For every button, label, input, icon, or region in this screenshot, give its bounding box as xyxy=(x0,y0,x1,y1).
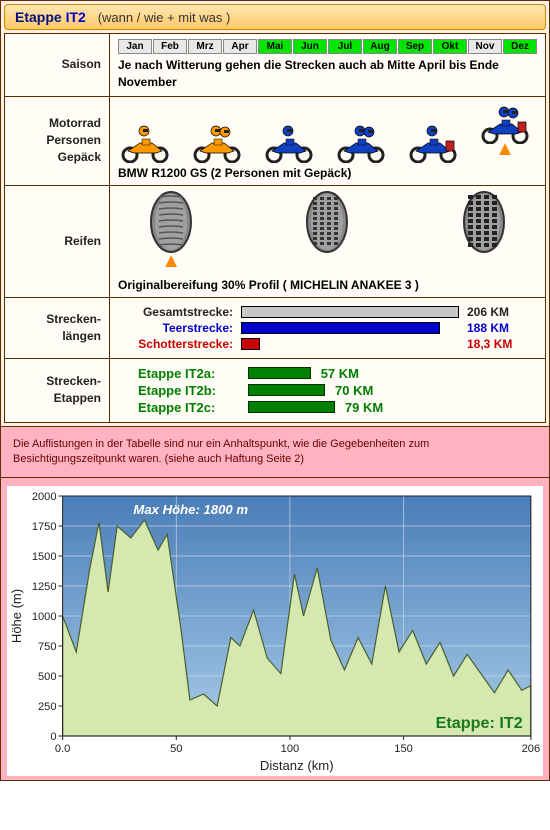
strecke-row: Schotterstrecke: 18,3 KM xyxy=(118,337,537,351)
elevation-chart-box: 0 250 500 750 1000 1250 1500 1750 2000 0.0 50 100 15… xyxy=(0,478,550,781)
strecke-bar-wrap xyxy=(241,306,459,318)
strecke-bar xyxy=(241,306,459,318)
svg-text:100: 100 xyxy=(281,743,300,755)
row-saison-label: Saison xyxy=(5,34,110,97)
reifen-text: Originalbereifung 30% Profil ( MICHELIN … xyxy=(118,278,537,292)
month-sep: Sep xyxy=(398,39,432,54)
tire-option-2 xyxy=(462,191,506,275)
row-reifen-label: Reifen xyxy=(5,185,110,297)
svg-text:Etappe: IT2: Etappe: IT2 xyxy=(436,714,523,732)
svg-text:Max Höhe: 1800 m: Max Höhe: 1800 m xyxy=(133,502,248,517)
strecke-value: 206 KM xyxy=(467,305,537,319)
row-etappen-label: Strecken-Etappen xyxy=(5,358,110,422)
svg-text:1500: 1500 xyxy=(32,551,57,563)
svg-text:150: 150 xyxy=(394,743,413,755)
row-etappen-content: Etappe IT2a: 57 KM Etappe IT2b: 70 KM Et… xyxy=(110,358,546,422)
strecke-row: Teerstrecke: 188 KM xyxy=(118,321,537,335)
strecke-label: Teerstrecke: xyxy=(118,321,233,335)
month-okt: Okt xyxy=(433,39,467,54)
etappe-row: Etappe IT2a: 57 KM xyxy=(118,366,537,381)
etappe-bar xyxy=(248,384,325,396)
tires-row: ▲ xyxy=(118,191,537,275)
bike-option-5: ▲ xyxy=(478,102,532,163)
title-subtitle: (wann / wie + mit was ) xyxy=(98,10,231,25)
month-nov: Nov xyxy=(468,39,502,54)
month-feb: Feb xyxy=(153,39,187,54)
saison-text: Je nach Witterung gehen die Strecken auc… xyxy=(118,57,537,91)
svg-text:Höhe (m): Höhe (m) xyxy=(9,589,24,643)
month-dez: Dez xyxy=(503,39,537,54)
svg-text:500: 500 xyxy=(38,671,57,683)
bike-option-4 xyxy=(406,121,460,163)
svg-text:2000: 2000 xyxy=(32,491,57,503)
strecke-bar xyxy=(241,338,260,350)
etappe-label: Etappe IT2c: xyxy=(118,400,238,415)
elevation-chart: 0 250 500 750 1000 1250 1500 1750 2000 0.0 50 100 15… xyxy=(7,486,543,776)
month-jul: Jul xyxy=(328,39,362,54)
etappe-row: Etappe IT2c: 79 KM xyxy=(118,400,537,415)
tire-option-0: ▲ xyxy=(149,191,193,275)
svg-text:750: 750 xyxy=(38,641,57,653)
row-strecken-content: Gesamtstrecke: 206 KM Teerstrecke: 188 K… xyxy=(110,297,546,358)
row-motorrad-content: ▲ BMW R1200 GS (2 Personen mit Gepäck) xyxy=(110,96,546,185)
month-aug: Aug xyxy=(363,39,397,54)
strecke-bar xyxy=(241,322,440,334)
bike-option-1 xyxy=(190,121,244,163)
strecke-label: Gesamtstrecke: xyxy=(118,305,233,319)
svg-text:250: 250 xyxy=(38,701,57,713)
motorrad-text: BMW R1200 GS (2 Personen mit Gepäck) xyxy=(118,166,537,180)
svg-text:1000: 1000 xyxy=(32,611,57,623)
main-table: Saison JanFebMrzAprMaiJunJulAugSepOktNov… xyxy=(4,33,546,423)
bike-option-2 xyxy=(262,121,316,163)
etappe-bar xyxy=(248,401,335,413)
etappe-label: Etappe IT2b: xyxy=(118,383,238,398)
svg-text:Distanz (km): Distanz (km) xyxy=(260,758,334,773)
arrow-up-icon: ▲ xyxy=(161,250,181,272)
bikes-row: ▲ xyxy=(118,102,537,163)
month-jan: Jan xyxy=(118,39,152,54)
row-reifen-content: ▲ Originalbereifung 30% Profil ( MICHELI… xyxy=(110,185,546,297)
strecke-value: 18,3 KM xyxy=(467,337,537,351)
svg-text:50: 50 xyxy=(170,743,182,755)
row-strecken-label: Strecken-längen xyxy=(5,297,110,358)
svg-text:206: 206 xyxy=(522,743,541,755)
title-code: IT2 xyxy=(66,9,86,25)
svg-text:0.0: 0.0 xyxy=(55,743,70,755)
svg-text:1250: 1250 xyxy=(32,581,57,593)
disclaimer-text: Die Auflistungen in der Tabelle sind nur… xyxy=(0,427,550,479)
month-jun: Jun xyxy=(293,39,327,54)
etappe-value: 79 KM xyxy=(345,400,383,415)
strecke-row: Gesamtstrecke: 206 KM xyxy=(118,305,537,319)
arrow-up-icon: ▲ xyxy=(495,138,515,160)
bike-option-0 xyxy=(118,121,172,163)
month-mrz: Mrz xyxy=(188,39,222,54)
etappe-value: 70 KM xyxy=(335,383,373,398)
etappe-value: 57 KM xyxy=(321,366,359,381)
strecke-bar-wrap xyxy=(241,322,459,334)
svg-text:1750: 1750 xyxy=(32,521,57,533)
month-apr: Apr xyxy=(223,39,257,54)
strecke-value: 188 KM xyxy=(467,321,537,335)
month-mai: Mai xyxy=(258,39,292,54)
title-bar: Etappe IT2 (wann / wie + mit was ) xyxy=(4,4,546,30)
etappe-bar xyxy=(248,367,311,379)
svg-text:0: 0 xyxy=(50,731,56,743)
strecke-label: Schotterstrecke: xyxy=(118,337,233,351)
title-prefix: Etappe xyxy=(15,9,66,25)
months-row: JanFebMrzAprMaiJunJulAugSepOktNovDez xyxy=(118,39,537,54)
tire-option-1 xyxy=(305,191,349,275)
row-saison-content: JanFebMrzAprMaiJunJulAugSepOktNovDez Je … xyxy=(110,34,546,97)
etappe-label: Etappe IT2a: xyxy=(118,366,238,381)
strecke-bar-wrap xyxy=(241,338,459,350)
row-motorrad-label: MotorradPersonenGepäck xyxy=(5,96,110,185)
etappe-row: Etappe IT2b: 70 KM xyxy=(118,383,537,398)
bike-option-3 xyxy=(334,121,388,163)
